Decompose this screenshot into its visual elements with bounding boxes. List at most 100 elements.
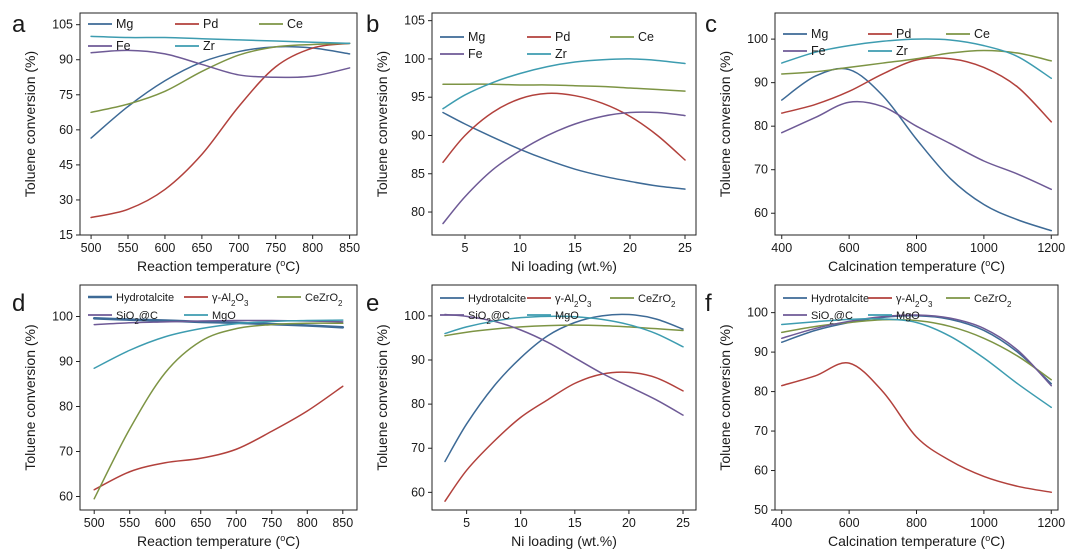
- series-group: [92, 317, 345, 500]
- y-tick-label: 100: [747, 32, 768, 46]
- y-tick-label: 95: [411, 90, 425, 104]
- y-tick-label: 85: [411, 167, 425, 181]
- y-tick-label: 70: [59, 445, 73, 459]
- x-tick-label: 550: [119, 516, 140, 530]
- legend-label-ce: Ce: [287, 17, 303, 31]
- y-tick-label: 100: [52, 310, 73, 324]
- x-tick-label: 650: [190, 516, 211, 530]
- legend: Hydrotalcite γ-Al2O3 CeZrO2 SiO2@C MgO: [88, 292, 343, 326]
- y-tick-label: 15: [59, 228, 73, 242]
- series-line-mgo: [444, 315, 684, 348]
- y-tick-label: 70: [754, 424, 768, 438]
- series-group: [442, 58, 686, 225]
- y-tick-label: 80: [411, 397, 425, 411]
- series-group: [444, 313, 684, 502]
- series-line-hydrotalcite: [444, 313, 684, 463]
- plot-frame: [431, 12, 697, 236]
- x-axis-label: Ni loading (wt.%): [511, 533, 617, 549]
- x-tick-label: 800: [906, 516, 927, 530]
- legend-label-mgo: MgO: [896, 310, 920, 322]
- x-tick-label: 550: [118, 241, 139, 255]
- x-tick-label: 1200: [1037, 516, 1065, 530]
- x-tick-label: 20: [622, 516, 636, 530]
- x-tick-label: 25: [676, 516, 690, 530]
- y-tick-label: 45: [59, 158, 73, 172]
- legend-label-mgo: MgO: [555, 310, 579, 322]
- legend-label-gamma-al2o3: γ-Al2O3: [555, 293, 592, 309]
- x-tick-label: 850: [332, 516, 353, 530]
- y-tick-label: 90: [411, 128, 425, 142]
- series-line-mg: [90, 45, 351, 139]
- x-axis-label: Reaction temperature (oC): [137, 533, 300, 549]
- y-tick-label: 80: [59, 400, 73, 414]
- plot-frame: [79, 12, 358, 236]
- x-tick-label: 750: [261, 516, 282, 530]
- x-tick-label: 750: [265, 241, 286, 255]
- legend-label-cezro2: CeZrO2: [305, 292, 343, 308]
- legend-label-pd: Pd: [203, 17, 218, 31]
- series-line-pd: [780, 57, 1053, 123]
- series-line-mg: [442, 111, 686, 190]
- x-tick-label: 1000: [970, 241, 998, 255]
- chart-panel-f: f 400 600 800 1000 1200 50 60 70 80 90 100 Calcinati…: [705, 284, 1065, 549]
- y-tick-label: 60: [59, 490, 73, 504]
- x-axis-label: Calcination temperature (oC): [828, 533, 1005, 549]
- legend-label-hydrotalcite: Hydrotalcite: [811, 293, 869, 305]
- legend-label-sio2-at-c: SiO2@C: [811, 310, 853, 326]
- y-tick-label: 90: [411, 353, 425, 367]
- series-line-gamma-al2o3: [780, 362, 1053, 493]
- x-tick-label: 600: [839, 516, 860, 530]
- legend-label-mg: Mg: [811, 27, 828, 41]
- y-tick-label: 70: [754, 163, 768, 177]
- series-group: [90, 35, 351, 219]
- y-tick-label: 60: [754, 464, 768, 478]
- y-axis-label: Toluene conversion (%): [374, 324, 390, 470]
- series-line-pd: [90, 42, 351, 219]
- series-line-ce: [90, 42, 351, 114]
- x-tick-label: 400: [771, 241, 792, 255]
- series-line-fe: [90, 49, 351, 79]
- y-tick-label: 60: [411, 485, 425, 499]
- legend-label-fe: Fe: [468, 47, 483, 61]
- y-axis-label: Toluene conversion (%): [22, 51, 38, 197]
- legend: Hydrotalcite γ-Al2O3 CeZrO2 SiO2@C MgO: [440, 293, 676, 326]
- series-line-fe: [442, 111, 686, 225]
- series-line-mgo: [780, 317, 1053, 409]
- series-line-hydrotalcite: [780, 314, 1053, 385]
- legend: Mg Pd Ce Fe Zr: [783, 27, 990, 58]
- x-tick-label: 500: [81, 241, 102, 255]
- legend-label-mg: Mg: [116, 17, 133, 31]
- y-tick-label: 75: [59, 88, 73, 102]
- panel-letter: b: [366, 11, 379, 38]
- x-axis-label: Ni loading (wt.%): [511, 258, 617, 274]
- legend-label-hydrotalcite: Hydrotalcite: [468, 293, 526, 305]
- chart-panel-c: c 400 600 800 1000 1200 60 70 80 90 100 Calcination…: [705, 11, 1065, 274]
- legend-label-fe: Fe: [811, 44, 826, 58]
- series-group: [780, 314, 1053, 493]
- y-axis-label: Toluene conversion (%): [22, 324, 38, 470]
- x-axis-label: Reaction temperature (oC): [137, 258, 300, 274]
- x-axis-label: Calcination temperature (oC): [828, 258, 1005, 274]
- x-tick-label: 800: [906, 241, 927, 255]
- y-tick-label: 90: [754, 76, 768, 90]
- x-tick-label: 800: [302, 241, 323, 255]
- legend-label-gamma-al2o3: γ-Al2O3: [212, 292, 249, 308]
- x-tick-label: 1200: [1037, 241, 1065, 255]
- legend-label-pd: Pd: [896, 27, 911, 41]
- legend: Mg Pd Ce Fe Zr: [88, 17, 303, 53]
- series-line-hydrotalcite: [92, 317, 345, 329]
- legend-label-cezro2: CeZrO2: [974, 293, 1012, 309]
- series-line-pd: [442, 92, 686, 164]
- plot-frame: [79, 284, 358, 511]
- x-tick-label: 5: [463, 516, 470, 530]
- series-line-fe: [780, 100, 1053, 191]
- series-line-mg: [780, 67, 1053, 232]
- y-tick-label: 90: [59, 53, 73, 67]
- y-tick-label: 100: [747, 306, 768, 320]
- panel-letter: c: [705, 11, 717, 38]
- plot-frame: [431, 284, 697, 511]
- series-line-gamma-al2o3: [444, 371, 684, 502]
- legend-label-zr: Zr: [896, 44, 908, 58]
- x-tick-label: 15: [568, 241, 582, 255]
- legend-label-sio2-at-c: SiO2@C: [116, 310, 158, 326]
